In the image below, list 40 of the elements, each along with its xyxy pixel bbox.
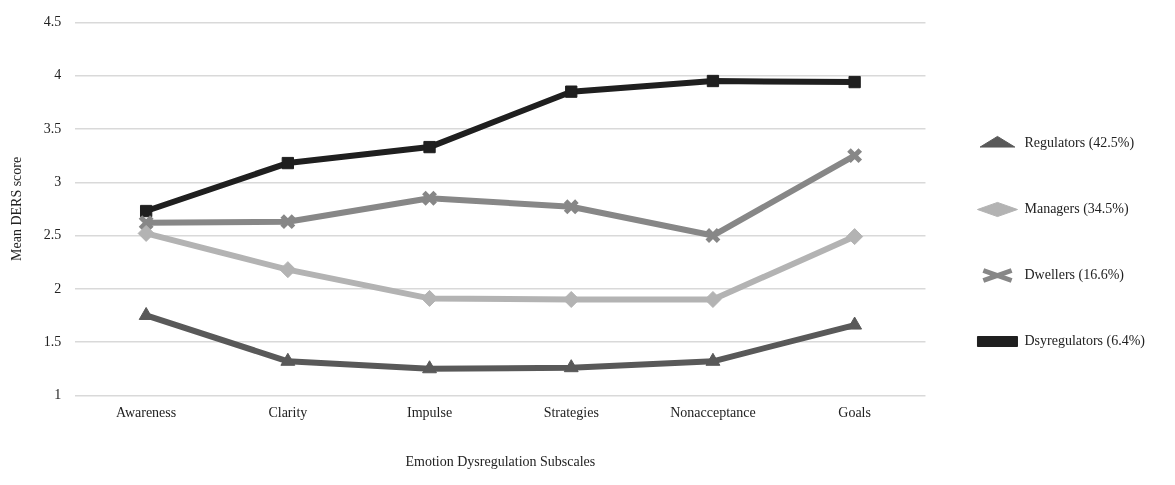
point	[705, 352, 721, 366]
y-tick-label: 4.5	[43, 14, 62, 30]
point	[706, 74, 720, 88]
point	[704, 227, 722, 244]
legend-label: Dwellers (16.6%)	[1024, 267, 1125, 284]
x-tick-label: Goals	[838, 405, 871, 421]
point	[423, 140, 436, 154]
point	[848, 75, 861, 89]
point	[847, 316, 863, 330]
x-tick-label: Awareness	[116, 405, 177, 421]
y-tick-label: 3.5	[43, 120, 62, 136]
y-axis-title: Mean DERS score	[9, 156, 25, 261]
legend-label: Managers (34.5%)	[1024, 201, 1129, 218]
y-tick-label: 1	[54, 387, 62, 403]
point	[137, 224, 155, 242]
point	[563, 359, 579, 373]
point	[563, 198, 580, 215]
y-tick-label: 2	[54, 280, 62, 296]
point	[279, 213, 296, 230]
point	[280, 352, 296, 366]
point	[137, 214, 155, 231]
point	[139, 204, 153, 218]
y-tick-label: 2.5	[43, 227, 62, 243]
x-tick-label: Impulse	[406, 405, 453, 421]
point	[421, 190, 438, 207]
point	[846, 228, 864, 246]
x-tick-label: Strategies	[543, 405, 599, 421]
y-tick-label: 1.5	[43, 333, 62, 349]
y-tick-label: 3	[54, 173, 62, 189]
legend-label: Dsyregulators (6.4%)	[1024, 333, 1146, 350]
point	[279, 261, 297, 279]
point	[422, 360, 437, 374]
point	[565, 85, 578, 98]
point	[846, 147, 863, 164]
y-tick-label: 4	[54, 67, 62, 83]
point	[281, 156, 294, 170]
x-tick-label: Clarity	[268, 405, 308, 421]
legend-label: Regulators (42.5%)	[1024, 135, 1135, 152]
x-axis-title: Emotion Dysregulation Subscales	[405, 454, 596, 470]
x-tick-label: Nonacceptance	[670, 405, 756, 421]
